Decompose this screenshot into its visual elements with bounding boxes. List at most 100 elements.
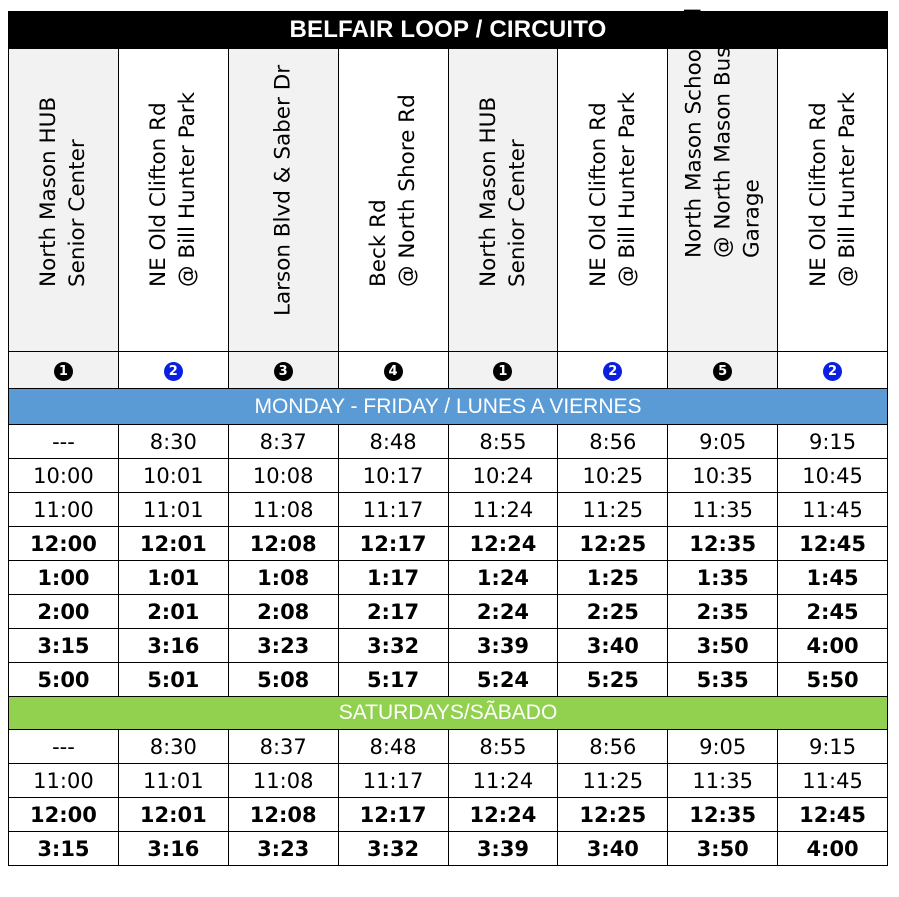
time-cell: 11:17 xyxy=(337,763,449,798)
time-cell: 3:40 xyxy=(557,831,669,866)
time-cell: 2:45 xyxy=(777,594,888,629)
time-cell: 12:00 xyxy=(8,797,119,832)
time-cell: 11:17 xyxy=(337,492,449,527)
time-cell: 1:01 xyxy=(117,560,229,595)
stop-header: NE Old Clifton Rd @ Bill Hunter Park xyxy=(777,48,888,352)
stop-name-line: Senior Center xyxy=(65,139,91,287)
time-cell: 8:30 xyxy=(117,729,229,764)
time-cell: 3:23 xyxy=(227,628,339,663)
time-cell: 1:08 xyxy=(227,560,339,595)
stop-number-badge: 4 xyxy=(383,361,403,381)
stop-number-badge: 1 xyxy=(493,361,513,381)
stop-name-line: NE Old Clifton Rd xyxy=(805,102,831,287)
time-cell: 11:01 xyxy=(117,492,229,527)
time-cell: 10:45 xyxy=(777,458,888,493)
time-cell: 5:01 xyxy=(117,662,229,697)
time-cell: 4:00 xyxy=(777,831,888,866)
time-cell: 2:25 xyxy=(557,594,669,629)
stop-header-wrap: NE Old Clifton Rd @ Bill Hunter Park xyxy=(778,49,887,351)
stop-name-line: @ North Shore Rd xyxy=(395,94,421,287)
stop-header: North Mason HUB Senior Center xyxy=(447,48,559,352)
time-cell: 2:17 xyxy=(337,594,449,629)
stop-number-cell: 3 xyxy=(227,351,339,389)
time-cell: 9:05 xyxy=(667,729,779,764)
stop-number-badge: 2 xyxy=(163,361,183,381)
time-cell: 3:32 xyxy=(337,628,449,663)
stop-header: NE Old Clifton Rd @ Bill Hunter Park xyxy=(557,48,669,352)
stop-name: North Mason School Rd @ North Mason Bus Ga… xyxy=(679,8,766,258)
schedule-body: BELFAIR LOOP / CIRCUITO North Mason HUB S… xyxy=(8,8,888,866)
time-cell: 8:55 xyxy=(447,729,559,764)
stop-number-badge: 3 xyxy=(273,361,293,381)
section-header-row: MONDAY - FRIDAY / LUNES A VIERNES xyxy=(8,388,888,425)
time-cell: 8:37 xyxy=(227,424,339,459)
time-cell: 8:30 xyxy=(117,424,229,459)
time-cell: 12:17 xyxy=(337,526,449,561)
time-cell: 3:23 xyxy=(227,831,339,866)
stop-name-line: NE Old Clifton Rd xyxy=(146,102,172,287)
stop-name: Beck Rd @ North Shore Rd xyxy=(364,94,422,287)
stop-name-line: North Mason School Rd xyxy=(681,7,707,258)
time-cell: 12:01 xyxy=(117,526,229,561)
time-row: 11:00 11:01 11:08 11:17 11:24 11:25 11:35 11:45 xyxy=(8,763,888,798)
section-header-row: SATURDAYS/SÃBADO xyxy=(8,696,888,730)
time-cell: 11:01 xyxy=(117,763,229,798)
time-cell: 8:48 xyxy=(337,424,449,459)
time-row: 2:00 2:01 2:08 2:17 2:24 2:25 2:35 2:45 xyxy=(8,594,888,629)
stop-name-line: North Mason HUB xyxy=(36,96,62,287)
stop-name-line: Senior Center xyxy=(504,139,530,287)
time-row: 1:00 1:01 1:08 1:17 1:24 1:25 1:35 1:45 xyxy=(8,560,888,595)
time-cell: 9:15 xyxy=(777,424,888,459)
stop-name-line: @ North Mason Bus xyxy=(710,46,736,258)
stop-header-wrap: NE Old Clifton Rd @ Bill Hunter Park xyxy=(119,49,228,351)
time-cell: 5:17 xyxy=(337,662,449,697)
time-row: 3:15 3:16 3:23 3:32 3:39 3:40 3:50 4:00 xyxy=(8,831,888,866)
stop-name-line: North Mason HUB xyxy=(475,96,501,287)
time-cell: 1:25 xyxy=(557,560,669,595)
time-cell: 5:24 xyxy=(447,662,559,697)
stop-number-cell: 5 xyxy=(667,351,779,389)
time-cell: 11:35 xyxy=(667,492,779,527)
time-cell: --- xyxy=(8,424,119,459)
time-row: --- 8:30 8:37 8:48 8:55 8:56 9:05 9:15 xyxy=(8,424,888,459)
stop-header: North Mason HUB Senior Center xyxy=(8,48,119,352)
title-row: BELFAIR LOOP / CIRCUITO xyxy=(8,11,888,49)
time-cell: 11:24 xyxy=(447,492,559,527)
time-row: --- 8:30 8:37 8:48 8:55 8:56 9:05 9:15 xyxy=(8,729,888,764)
time-cell: 11:00 xyxy=(8,492,119,527)
stop-number-cell: 1 xyxy=(447,351,559,389)
time-cell: 8:37 xyxy=(227,729,339,764)
time-cell: 8:56 xyxy=(557,729,669,764)
time-cell: 1:00 xyxy=(8,560,119,595)
time-cell: --- xyxy=(8,729,119,764)
time-cell: 2:01 xyxy=(117,594,229,629)
time-cell: 10:00 xyxy=(8,458,119,493)
time-cell: 10:25 xyxy=(557,458,669,493)
schedule-title: BELFAIR LOOP / CIRCUITO xyxy=(8,11,888,49)
time-cell: 12:25 xyxy=(557,797,669,832)
stop-number-badge: 5 xyxy=(713,361,733,381)
stop-number-cell: 2 xyxy=(557,351,669,389)
stop-header-wrap: North Mason HUB Senior Center xyxy=(9,49,118,351)
stop-number-cell: 2 xyxy=(777,351,888,389)
stop-name-line: Garage xyxy=(739,179,765,258)
stop-header-row: North Mason HUB Senior Center NE Old Clift… xyxy=(8,8,888,352)
time-row: 11:00 11:01 11:08 11:17 11:24 11:25 11:35 11:45 xyxy=(8,492,888,527)
time-cell: 5:25 xyxy=(557,662,669,697)
time-cell: 3:39 xyxy=(447,831,559,866)
stop-name: North Mason HUB Senior Center xyxy=(34,97,92,287)
time-cell: 12:35 xyxy=(667,526,779,561)
stop-number-badge: 1 xyxy=(53,361,73,381)
stop-name: NE Old Clifton Rd @ Bill Hunter Park xyxy=(804,92,862,287)
time-cell: 3:32 xyxy=(337,831,449,866)
time-cell: 12:08 xyxy=(227,797,339,832)
time-cell: 9:05 xyxy=(667,424,779,459)
stop-number-row: 1 2 3 4 1 2 5 2 xyxy=(8,351,888,389)
time-cell: 12:00 xyxy=(8,526,119,561)
stop-number-badge: 2 xyxy=(603,361,623,381)
stop-header: Larson Blvd & Saber Dr xyxy=(227,48,339,352)
time-cell: 3:39 xyxy=(447,628,559,663)
stop-name-line: @ Bill Hunter Park xyxy=(834,91,860,287)
time-cell: 3:50 xyxy=(667,831,779,866)
stop-number-cell: 1 xyxy=(8,351,119,389)
